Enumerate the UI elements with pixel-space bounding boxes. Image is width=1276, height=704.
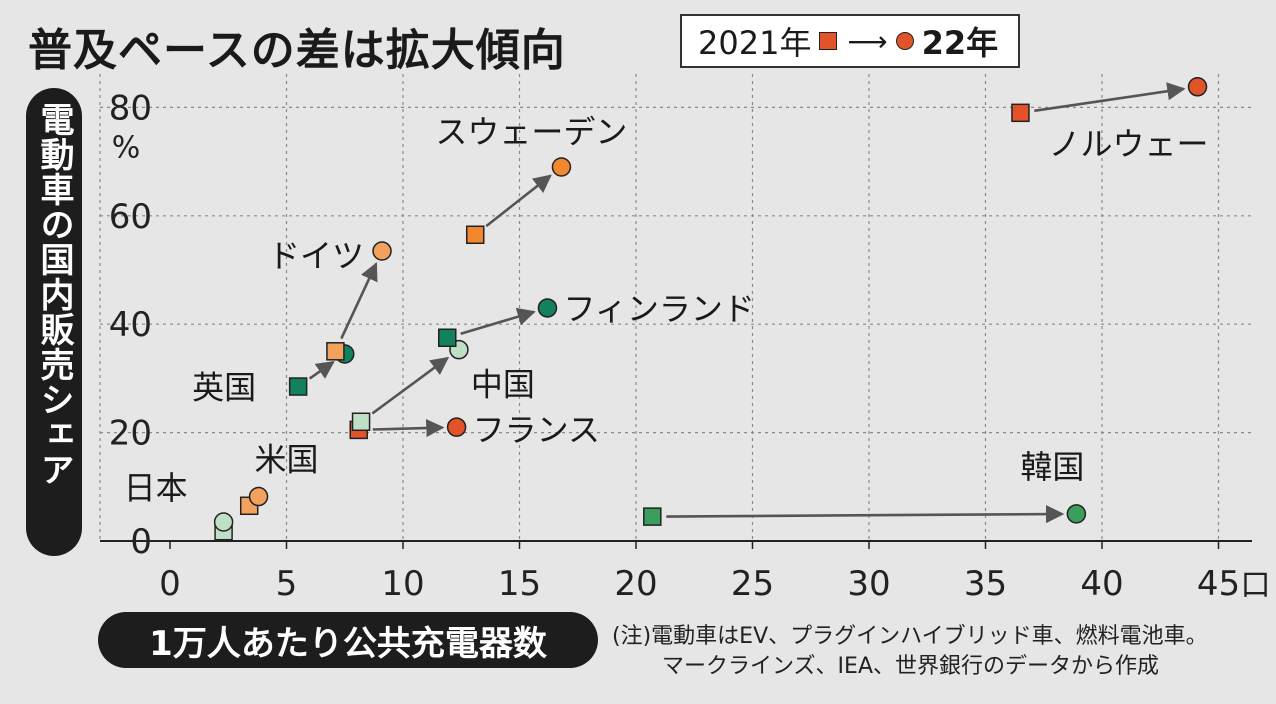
y-tick-label: 40 bbox=[109, 305, 152, 345]
chart-title: 普及ペースの差は拡大傾向 bbox=[28, 25, 566, 76]
x-tick-label: 15 bbox=[498, 564, 541, 604]
trend-arrow bbox=[485, 174, 552, 228]
point-label: スウェーデン bbox=[435, 113, 627, 151]
point-2022-circle bbox=[213, 512, 234, 532]
point-label: ノルウェー bbox=[1048, 125, 1208, 163]
point-2021-square bbox=[326, 342, 345, 361]
point-2022-circle bbox=[248, 486, 269, 507]
trend-arrow bbox=[340, 262, 378, 340]
arrows bbox=[308, 82, 1186, 524]
footnote: (注)電動車はEV、プラグインハイブリッド車、燃料電池車。 マークラインズ、IE… bbox=[612, 622, 1208, 682]
y-axis-label: 電動車の国内販売シェア bbox=[34, 102, 74, 487]
legend-from-label: 2021年 bbox=[698, 24, 812, 62]
x-tick-label: 0 bbox=[159, 564, 181, 604]
y-tick-label: 20 bbox=[109, 414, 152, 454]
x-tick-label: 30 bbox=[847, 564, 890, 604]
point-label: 中国 bbox=[471, 366, 535, 404]
x-axis-label: 1万人あたり公共充電器数 bbox=[149, 623, 547, 664]
x-unit-label: 口 bbox=[1241, 568, 1271, 603]
point-2021-square bbox=[465, 225, 485, 245]
legend: 2021年 ⟶ 22年 bbox=[680, 14, 1020, 68]
point-2022-circle bbox=[372, 241, 392, 261]
trend-arrow bbox=[308, 360, 335, 380]
legend-square-marker bbox=[819, 32, 838, 50]
point-label: ドイツ bbox=[268, 237, 364, 275]
point-2022-circle bbox=[1066, 504, 1087, 524]
x-tick-label: 25 bbox=[731, 564, 774, 604]
point-2021-square bbox=[351, 412, 371, 432]
point-2021-square bbox=[1011, 103, 1030, 123]
trend-arrow bbox=[666, 504, 1065, 524]
trend-arrow bbox=[460, 307, 536, 336]
legend-arrow-icon: ⟶ bbox=[847, 24, 888, 58]
x-axis-label-pill: 1万人あたり公共充電器数 bbox=[98, 612, 598, 668]
point-label: 英国 bbox=[192, 369, 256, 407]
point-label: 韓国 bbox=[1020, 448, 1084, 486]
footnote-line-2: マークラインズ、IEA、世界銀行のデータから作成 bbox=[662, 654, 1160, 679]
y-tick-label: 60 bbox=[109, 197, 152, 237]
trend-arrow bbox=[1034, 82, 1186, 113]
point-2022-circle bbox=[1187, 77, 1208, 97]
grid bbox=[100, 74, 1252, 541]
point-label: 米国 bbox=[255, 441, 319, 479]
x-tick-label: 10 bbox=[381, 564, 424, 604]
point-label: フィンランド bbox=[563, 290, 754, 328]
x-tick-label: 40 bbox=[1080, 564, 1123, 604]
y-tick-label: 80 bbox=[109, 88, 152, 128]
point-label: 日本 bbox=[124, 469, 188, 507]
y-unit-label: % bbox=[112, 130, 141, 165]
point-2021-square bbox=[643, 507, 662, 526]
x-tick-label: 45 bbox=[1197, 564, 1240, 604]
points bbox=[213, 77, 1208, 541]
point-2022-circle bbox=[551, 157, 572, 177]
legend-to-label: 22年 bbox=[921, 24, 999, 62]
point-label: フランス bbox=[473, 411, 600, 449]
x-tick-label: 5 bbox=[276, 564, 298, 604]
point-2021-square bbox=[288, 377, 308, 396]
x-tick-label: 20 bbox=[614, 564, 657, 604]
trend-arrow bbox=[371, 356, 450, 415]
point-2022-circle bbox=[446, 417, 467, 437]
x-tick-label: 35 bbox=[964, 564, 1007, 604]
trend-arrow bbox=[372, 418, 445, 438]
point-2022-circle bbox=[537, 298, 558, 318]
footnote-line-1: (注)電動車はEV、プラグインハイブリッド車、燃料電池車。 bbox=[612, 624, 1208, 649]
point-2021-square bbox=[438, 328, 457, 347]
legend-circle-marker bbox=[895, 32, 914, 50]
y-axis-label-pill: 電動車の国内販売シェア bbox=[26, 88, 82, 556]
